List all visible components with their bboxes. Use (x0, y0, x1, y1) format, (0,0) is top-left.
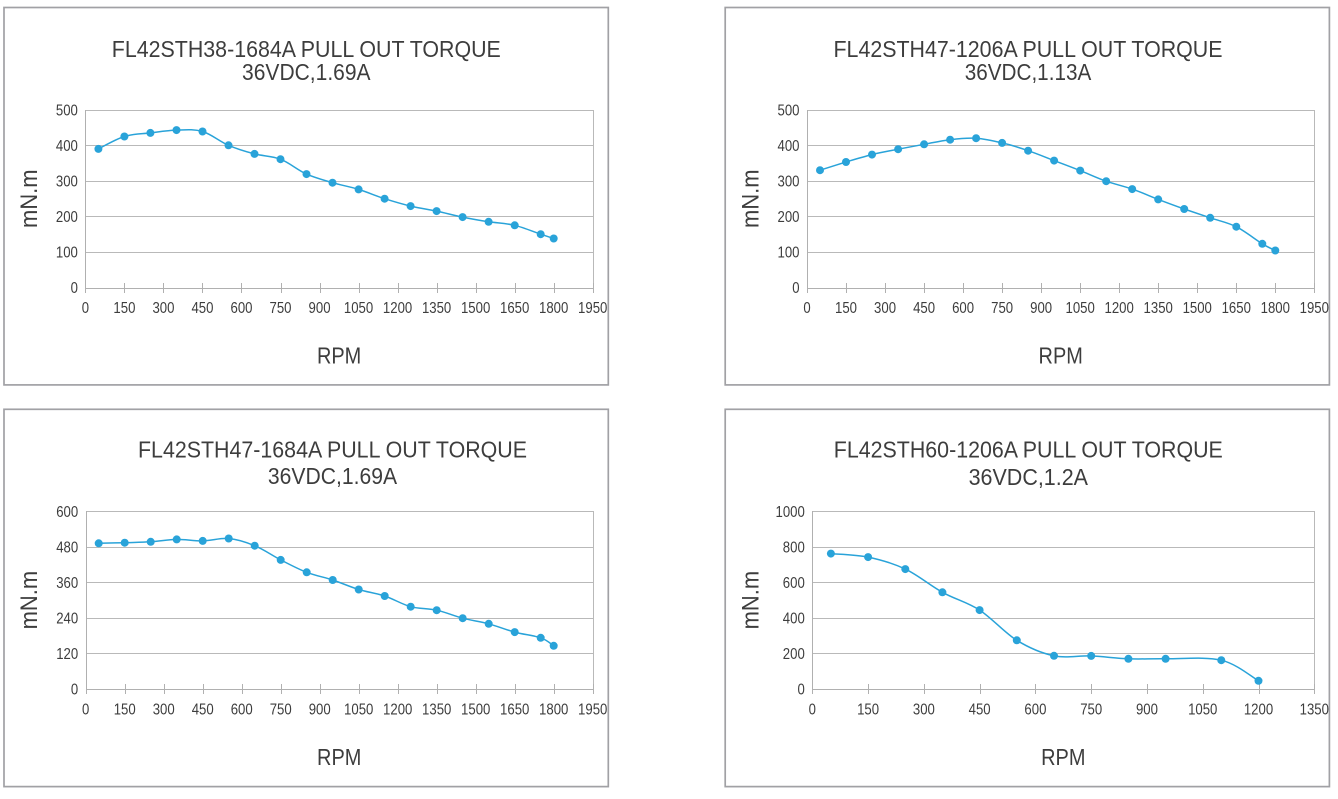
svg-text:36VDC,1.69A: 36VDC,1.69A (242, 59, 371, 85)
svg-text:450: 450 (191, 300, 213, 317)
svg-text:500: 500 (778, 102, 800, 119)
svg-text:150: 150 (835, 300, 857, 317)
svg-text:750: 750 (1080, 702, 1102, 719)
svg-text:100: 100 (778, 244, 800, 261)
svg-text:RPM: RPM (1039, 343, 1083, 369)
svg-text:mN.m: mN.m (16, 571, 43, 630)
svg-text:120: 120 (56, 646, 78, 663)
svg-text:1200: 1200 (383, 300, 412, 317)
svg-text:400: 400 (778, 138, 800, 155)
svg-text:500: 500 (56, 102, 78, 119)
svg-text:200: 200 (56, 209, 78, 226)
svg-text:900: 900 (1136, 702, 1158, 719)
svg-text:600: 600 (783, 575, 805, 592)
svg-text:750: 750 (270, 300, 292, 317)
svg-text:300: 300 (913, 702, 935, 719)
svg-text:1050: 1050 (1188, 702, 1217, 719)
svg-text:600: 600 (230, 300, 252, 317)
svg-text:1950: 1950 (578, 702, 607, 719)
svg-text:150: 150 (113, 300, 135, 317)
svg-text:1800: 1800 (539, 300, 568, 317)
svg-text:FL42STH47-1684A PULL OUT TORQU: FL42STH47-1684A PULL OUT TORQUE (138, 436, 527, 462)
svg-text:FL42STH60-1206A PULL OUT TORQU: FL42STH60-1206A PULL OUT TORQUE (834, 436, 1223, 462)
svg-text:1800: 1800 (1261, 300, 1290, 317)
svg-text:150: 150 (114, 702, 136, 719)
svg-text:0: 0 (82, 702, 89, 719)
svg-text:1050: 1050 (1066, 300, 1095, 317)
svg-text:1950: 1950 (1300, 300, 1329, 317)
svg-text:900: 900 (309, 300, 331, 317)
svg-text:450: 450 (913, 300, 935, 317)
svg-text:1200: 1200 (383, 702, 412, 719)
svg-text:1050: 1050 (344, 702, 373, 719)
svg-text:1650: 1650 (1222, 300, 1251, 317)
svg-text:0: 0 (71, 280, 78, 297)
svg-text:FL42STH47-1206A PULL OUT TORQU: FL42STH47-1206A PULL OUT TORQUE (834, 36, 1223, 62)
svg-text:FL42STH38-1684A PULL OUT TORQU: FL42STH38-1684A PULL OUT TORQUE (112, 36, 501, 62)
svg-text:36VDC,1.13A: 36VDC,1.13A (965, 59, 1092, 85)
svg-text:1350: 1350 (422, 300, 451, 317)
svg-text:1650: 1650 (500, 300, 529, 317)
svg-text:1000: 1000 (776, 504, 805, 521)
svg-text:1800: 1800 (539, 702, 568, 719)
svg-text:0: 0 (71, 682, 78, 699)
svg-text:600: 600 (231, 702, 253, 719)
svg-text:300: 300 (152, 300, 174, 317)
svg-text:360: 360 (56, 575, 78, 592)
svg-text:300: 300 (56, 173, 78, 190)
svg-text:1350: 1350 (422, 702, 451, 719)
svg-text:0: 0 (803, 300, 810, 317)
svg-text:600: 600 (952, 300, 974, 317)
svg-text:1200: 1200 (1244, 702, 1273, 719)
svg-text:300: 300 (153, 702, 175, 719)
svg-text:450: 450 (192, 702, 214, 719)
svg-text:1500: 1500 (461, 300, 490, 317)
svg-text:RPM: RPM (317, 343, 361, 369)
svg-text:36VDC,1.2A: 36VDC,1.2A (969, 464, 1089, 490)
svg-text:150: 150 (857, 702, 879, 719)
svg-text:1350: 1350 (1144, 300, 1173, 317)
svg-text:400: 400 (783, 610, 805, 627)
svg-text:RPM: RPM (317, 744, 361, 770)
svg-text:1950: 1950 (578, 300, 607, 317)
svg-text:1200: 1200 (1105, 300, 1134, 317)
svg-text:240: 240 (56, 610, 78, 627)
svg-text:1050: 1050 (344, 300, 373, 317)
svg-text:900: 900 (309, 702, 331, 719)
svg-text:RPM: RPM (1041, 744, 1085, 770)
svg-text:1350: 1350 (1300, 702, 1329, 719)
svg-text:1500: 1500 (461, 702, 490, 719)
svg-text:750: 750 (991, 300, 1013, 317)
svg-text:mN.m: mN.m (737, 571, 764, 630)
svg-text:0: 0 (809, 702, 816, 719)
svg-text:800: 800 (783, 539, 805, 556)
svg-text:100: 100 (56, 244, 78, 261)
svg-text:480: 480 (56, 539, 78, 556)
svg-text:900: 900 (1030, 300, 1052, 317)
svg-text:200: 200 (778, 209, 800, 226)
svg-text:300: 300 (874, 300, 896, 317)
svg-text:mN.m: mN.m (16, 169, 43, 228)
svg-text:750: 750 (270, 702, 292, 719)
svg-text:300: 300 (778, 173, 800, 190)
svg-text:1650: 1650 (500, 702, 529, 719)
svg-text:600: 600 (56, 504, 78, 521)
svg-text:0: 0 (792, 280, 799, 297)
svg-text:0: 0 (82, 300, 89, 317)
svg-text:600: 600 (1024, 702, 1046, 719)
svg-text:0: 0 (798, 682, 805, 699)
svg-text:400: 400 (56, 138, 78, 155)
svg-text:1500: 1500 (1183, 300, 1212, 317)
svg-text:mN.m: mN.m (737, 169, 764, 228)
svg-text:200: 200 (783, 646, 805, 663)
svg-text:450: 450 (969, 702, 991, 719)
svg-text:36VDC,1.69A: 36VDC,1.69A (268, 463, 398, 489)
